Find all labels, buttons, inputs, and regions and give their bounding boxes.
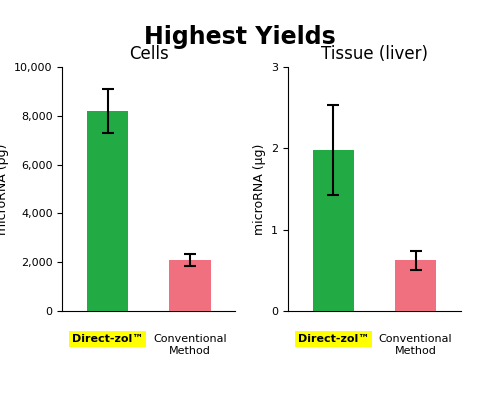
Bar — [395, 260, 436, 311]
Text: Conventional
Method: Conventional Method — [379, 334, 452, 355]
Y-axis label: microRNA (μg): microRNA (μg) — [252, 143, 265, 235]
Text: Direct-zol™: Direct-zol™ — [72, 334, 144, 344]
Text: Direct-zol™: Direct-zol™ — [298, 334, 369, 344]
Title: Cells: Cells — [129, 45, 168, 63]
Text: Highest Yields: Highest Yields — [144, 25, 336, 49]
Y-axis label: microRNA (pg): microRNA (pg) — [0, 143, 9, 235]
Bar — [312, 150, 354, 311]
Bar — [87, 111, 128, 311]
Bar — [169, 260, 211, 311]
Text: Conventional
Method: Conventional Method — [153, 334, 227, 355]
Title: Tissue (liver): Tissue (liver) — [321, 45, 428, 63]
